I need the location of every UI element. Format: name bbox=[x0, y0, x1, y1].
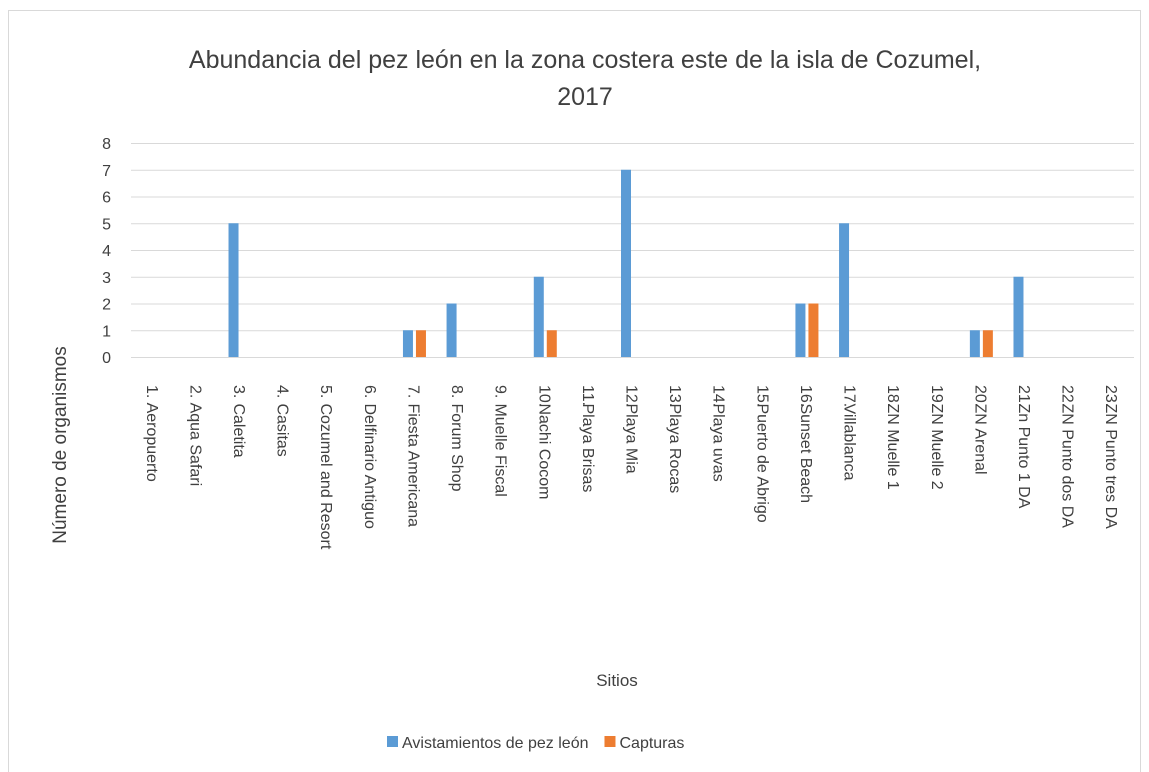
bar bbox=[546, 330, 557, 357]
x-tick-label: 15. Puerto de Abrigo bbox=[753, 385, 770, 523]
bar bbox=[1013, 276, 1024, 357]
bar bbox=[533, 276, 544, 357]
bar bbox=[446, 303, 457, 357]
x-tick-label: 23. ZN Punto tres DA bbox=[1102, 385, 1119, 529]
bar bbox=[621, 169, 631, 357]
x-axis-title: Sitios bbox=[596, 671, 638, 690]
legend-swatch bbox=[387, 736, 398, 747]
x-tick-label: 21. Zn Punto 1 DA bbox=[1015, 385, 1032, 509]
x-tick-label: 3. Caletita bbox=[230, 385, 247, 458]
y-tick-label: 7 bbox=[102, 163, 111, 180]
x-tick-label: 11. Playa Brisas bbox=[579, 385, 596, 492]
bar bbox=[402, 330, 413, 357]
x-tick-label: 5. Cozumel and Resort bbox=[317, 385, 334, 550]
y-tick-label: 3 bbox=[102, 270, 111, 287]
bar bbox=[839, 223, 850, 357]
chart-title: Abundancia del pez león en la zona coste… bbox=[188, 46, 982, 111]
legend-label: Avistamientos de pez león bbox=[402, 735, 588, 752]
x-tick-label: 14. Playa uvas bbox=[710, 385, 727, 482]
bar bbox=[415, 330, 426, 357]
x-tick-label: 13. Playa Rocas bbox=[666, 385, 683, 493]
x-tick-label: 6. Delfinario Antiguo bbox=[361, 385, 378, 529]
y-tick-label: 1 bbox=[102, 323, 111, 340]
x-tick-label: 19. ZN Muelle 2 bbox=[928, 385, 945, 490]
x-tick-label: 2. Aqua Safari bbox=[186, 385, 203, 486]
x-tick-label: 1. Aeropuerto bbox=[143, 385, 160, 482]
x-tick-label: 22. ZN Punto dos DA bbox=[1059, 385, 1076, 528]
chart-border bbox=[8, 10, 1141, 772]
x-tick-label: 20. ZN Arenal bbox=[971, 385, 988, 475]
x-tick-label: 4. Casitas bbox=[274, 385, 291, 457]
x-tick-label: 10. Nachi Cocom bbox=[535, 385, 552, 499]
y-axis-title: Número de organismos bbox=[50, 346, 71, 543]
bar bbox=[795, 303, 806, 357]
legend-swatch bbox=[604, 736, 616, 747]
x-tick-label: 17. Villablanca bbox=[841, 385, 858, 481]
x-tick-label: 16. Sunset Beach bbox=[797, 385, 814, 503]
y-tick-label: 0 bbox=[102, 350, 111, 367]
bar bbox=[982, 330, 993, 357]
bar bbox=[808, 303, 819, 357]
legend-label: Capturas bbox=[619, 735, 684, 752]
x-tick-label: 8. Forum Shop bbox=[448, 385, 465, 492]
bar bbox=[228, 223, 239, 357]
y-tick-label: 5 bbox=[102, 216, 111, 233]
y-tick-label: 6 bbox=[102, 190, 111, 207]
y-tick-label: 8 bbox=[102, 136, 111, 153]
x-tick-label: 18. ZN Muelle 1 bbox=[884, 385, 901, 490]
x-tick-label: 12. Playa Mia bbox=[623, 385, 640, 474]
bar bbox=[969, 330, 980, 357]
y-tick-label: 2 bbox=[102, 297, 111, 314]
x-tick-label: 7. Fiesta Americana bbox=[404, 385, 421, 527]
x-tick-label: 9. Muelle Fiscal bbox=[492, 385, 509, 497]
y-tick-label: 4 bbox=[102, 243, 111, 260]
